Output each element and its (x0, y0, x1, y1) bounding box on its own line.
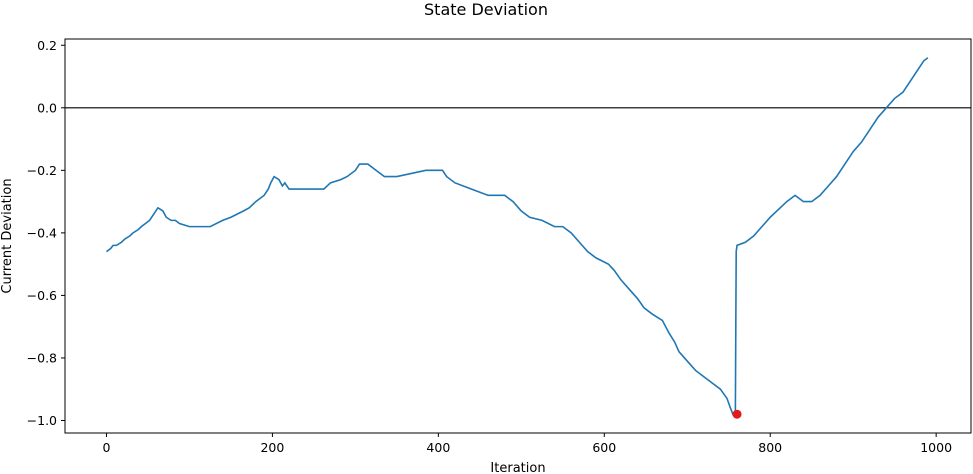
series-line (105, 57, 929, 416)
y-tick-label: −0.4 (27, 225, 57, 240)
y-tick-label: 0.0 (37, 100, 57, 115)
plot-frame (64, 38, 972, 434)
y-tick-label: −0.8 (27, 350, 57, 365)
chart-title: State Deviation (424, 0, 548, 19)
x-tick-label: 1000 (920, 440, 952, 455)
x-axis-title: Iteration (490, 461, 545, 474)
x-tick-label: 400 (426, 440, 450, 455)
y-tick-label: −0.2 (27, 163, 57, 178)
y-tick-label: −1.0 (27, 413, 57, 428)
x-axis-ticks: 0 200 400 600 800 1000 (103, 433, 952, 455)
x-tick-label: 600 (592, 440, 616, 455)
y-tick-label: −0.6 (27, 288, 57, 303)
x-tick-label: 0 (103, 440, 111, 455)
y-tick-label: 0.2 (37, 38, 57, 53)
x-tick-label: 800 (758, 440, 782, 455)
minimum-marker (732, 409, 742, 419)
y-axis-title: Current Deviation (0, 178, 15, 293)
y-axis-ticks: −1.0 −0.8 −0.6 −0.4 −0.2 0.0 0.2 (27, 38, 65, 428)
x-tick-label: 200 (260, 440, 284, 455)
